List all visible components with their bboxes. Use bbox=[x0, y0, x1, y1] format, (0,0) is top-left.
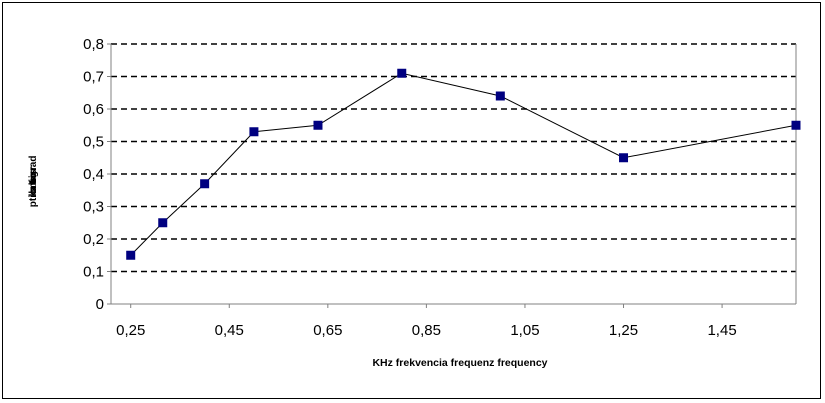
y-axis-title-fragment: llabo r bbox=[28, 164, 39, 197]
x-tick-label: 0,25 bbox=[116, 322, 145, 339]
y-tick-label: 0,3 bbox=[83, 199, 104, 216]
series-line bbox=[130, 72, 797, 256]
y-axis-title-fragment: c bbox=[28, 177, 39, 183]
x-tick-label: 1,05 bbox=[510, 322, 539, 339]
series-layer bbox=[126, 68, 801, 260]
y-axis-title: v f o e ptionsgrad llabo r c o t is c bbox=[28, 153, 39, 207]
y-tick-label: 0,1 bbox=[83, 264, 104, 281]
y-tick-label: 0,5 bbox=[83, 134, 104, 151]
y-tick-label: 0,8 bbox=[83, 36, 104, 53]
y-tick-label: 0 bbox=[96, 296, 104, 313]
x-tick-label: 0,45 bbox=[215, 322, 244, 339]
y-axis-title-fragment: o t is bbox=[28, 167, 39, 193]
x-tick-label: 0,85 bbox=[412, 322, 441, 339]
data-point bbox=[619, 153, 629, 163]
y-axis-title-fragment: ptionsgrad bbox=[28, 153, 39, 207]
x-tick-label: 1,25 bbox=[609, 322, 638, 339]
y-axis-title-fragment: o bbox=[28, 176, 39, 185]
grid-layer bbox=[111, 43, 796, 273]
data-point bbox=[249, 127, 259, 137]
data-point bbox=[200, 179, 210, 189]
axis-layer bbox=[107, 43, 797, 308]
data-point bbox=[313, 120, 323, 130]
data-point bbox=[158, 218, 168, 228]
data-point bbox=[495, 91, 505, 101]
label-layer: KHz frekvencia frequenz frequency v f o … bbox=[28, 36, 737, 369]
x-tick-label: 0,65 bbox=[313, 322, 342, 339]
y-tick-label: 0,7 bbox=[83, 69, 104, 86]
y-tick-label: 0,2 bbox=[83, 231, 104, 248]
chart-frame bbox=[2, 2, 821, 399]
data-point bbox=[126, 250, 136, 260]
y-tick-label: 0,4 bbox=[83, 166, 104, 183]
data-point bbox=[397, 68, 407, 78]
x-axis-title: KHz frekvencia frequenz frequency bbox=[372, 357, 547, 369]
y-axis-title-fragment: v bbox=[28, 176, 39, 184]
data-point bbox=[791, 120, 801, 130]
y-axis-title-fragment: e bbox=[28, 176, 39, 184]
y-axis-title-fragment: f bbox=[28, 177, 39, 183]
y-tick-label: 0,6 bbox=[83, 101, 104, 118]
y-axis-title-fragment: c bbox=[28, 176, 39, 184]
x-tick-label: 1,45 bbox=[707, 322, 736, 339]
